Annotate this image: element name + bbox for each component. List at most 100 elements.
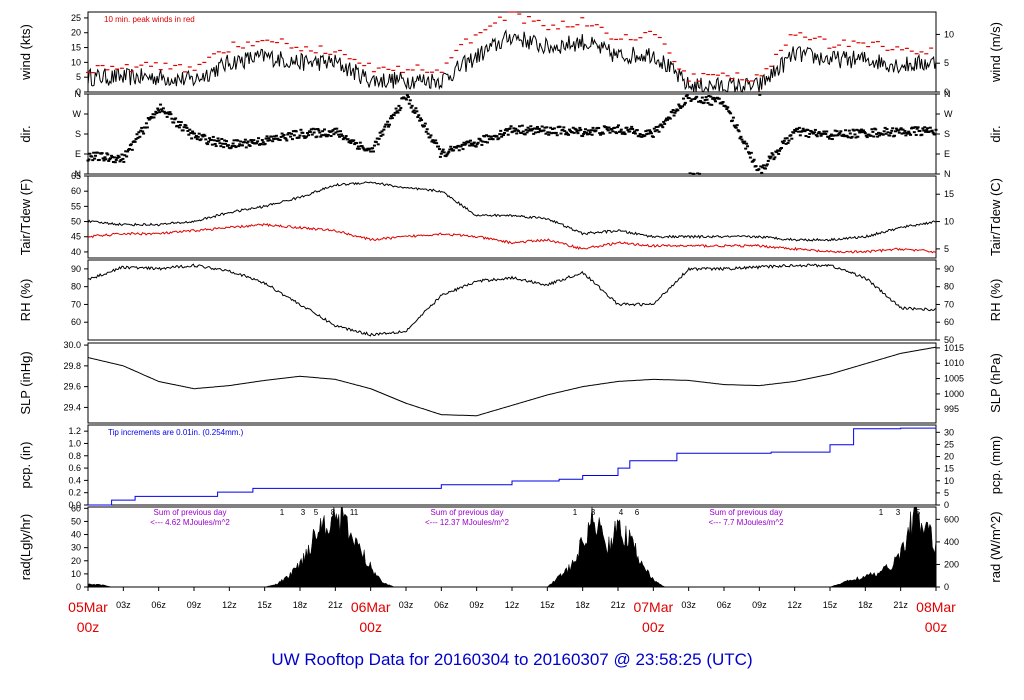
direction-point bbox=[837, 132, 841, 135]
direction-point bbox=[374, 141, 378, 144]
direction-point bbox=[830, 138, 834, 141]
left-tick-label: 0.8 bbox=[68, 451, 81, 461]
direction-point bbox=[326, 133, 330, 136]
direction-point bbox=[833, 129, 837, 132]
direction-point bbox=[371, 147, 375, 150]
direction-point bbox=[260, 139, 264, 142]
direction-point bbox=[117, 156, 121, 159]
hour-tick-label: 18z bbox=[575, 600, 590, 610]
direction-point bbox=[648, 129, 652, 132]
direction-point bbox=[884, 132, 888, 135]
direction-point bbox=[410, 104, 414, 107]
direction-point bbox=[888, 134, 892, 137]
direction-point bbox=[419, 117, 423, 120]
direction-point bbox=[167, 113, 171, 116]
direction-point bbox=[545, 126, 549, 129]
direction-point bbox=[747, 152, 751, 155]
hour-tick-label: 03z bbox=[681, 600, 696, 610]
left-tick-label: E bbox=[75, 149, 81, 159]
direction-point bbox=[565, 131, 569, 134]
direction-point bbox=[527, 129, 531, 132]
direction-point bbox=[670, 111, 674, 114]
direction-point bbox=[86, 159, 90, 162]
direction-point bbox=[726, 106, 730, 109]
panel-frame bbox=[87, 342, 937, 424]
direction-point bbox=[761, 166, 765, 169]
direction-point bbox=[599, 133, 603, 136]
direction-point bbox=[731, 116, 735, 119]
direction-point bbox=[310, 133, 314, 136]
direction-point bbox=[244, 146, 248, 149]
direction-point bbox=[246, 140, 250, 143]
direction-point bbox=[94, 154, 98, 157]
radiation-hour-label: 3 bbox=[896, 508, 901, 517]
radiation-hour-label: 11 bbox=[350, 508, 359, 517]
direction-point bbox=[144, 122, 148, 125]
direction-point bbox=[585, 133, 589, 136]
direction-point bbox=[305, 135, 309, 138]
direction-point bbox=[782, 139, 786, 142]
direction-point bbox=[813, 128, 817, 131]
direction-point bbox=[313, 128, 317, 131]
direction-point bbox=[735, 124, 739, 127]
direction-point bbox=[271, 140, 275, 143]
direction-point bbox=[223, 139, 227, 142]
direction-point bbox=[272, 137, 276, 140]
direction-point bbox=[552, 127, 556, 130]
direction-point bbox=[320, 134, 324, 137]
left-tick-label: 15 bbox=[71, 43, 81, 53]
radiation-hour-label: 1 bbox=[573, 508, 578, 517]
direction-point bbox=[93, 157, 97, 160]
direction-point bbox=[197, 132, 201, 135]
direction-point bbox=[812, 131, 816, 134]
direction-point bbox=[263, 142, 267, 145]
direction-point bbox=[109, 157, 113, 160]
direction-point bbox=[341, 138, 345, 141]
direction-point bbox=[886, 131, 890, 134]
direction-point bbox=[564, 133, 568, 136]
direction-point bbox=[864, 134, 868, 137]
direction-point bbox=[745, 142, 749, 145]
direction-point bbox=[576, 132, 580, 135]
radiation-summary-value: <--- 12.37 MJoules/m^2 bbox=[425, 518, 510, 527]
direction-point bbox=[918, 129, 922, 132]
direction-point bbox=[422, 124, 426, 127]
direction-point bbox=[787, 139, 791, 142]
direction-point bbox=[250, 140, 254, 143]
direction-point bbox=[914, 133, 918, 136]
date-label-day: 06Mar bbox=[351, 599, 391, 615]
direction-point bbox=[330, 130, 334, 133]
direction-point bbox=[156, 107, 160, 110]
direction-point bbox=[315, 135, 319, 138]
direction-point bbox=[489, 135, 493, 138]
direction-point bbox=[480, 143, 484, 146]
direction-point bbox=[644, 130, 648, 133]
direction-point bbox=[610, 128, 614, 131]
right-axis-label: wind (m/s) bbox=[988, 22, 1003, 83]
direction-point bbox=[629, 127, 633, 130]
direction-point bbox=[786, 141, 790, 144]
direction-point bbox=[708, 103, 712, 106]
direction-point bbox=[698, 172, 702, 175]
direction-point bbox=[741, 140, 745, 143]
direction-point bbox=[464, 142, 468, 145]
direction-point bbox=[893, 130, 897, 133]
direction-point bbox=[611, 130, 615, 133]
direction-point bbox=[863, 132, 867, 135]
direction-point bbox=[834, 134, 838, 137]
left-tick-label: 1.2 bbox=[68, 426, 81, 436]
left-tick-label: 90 bbox=[71, 264, 81, 274]
direction-point bbox=[178, 124, 182, 127]
direction-point bbox=[207, 140, 211, 143]
direction-point bbox=[297, 136, 301, 139]
direction-point bbox=[135, 133, 139, 136]
direction-point bbox=[554, 131, 558, 134]
direction-point bbox=[737, 130, 741, 133]
direction-point bbox=[190, 137, 194, 140]
direction-point bbox=[346, 138, 350, 141]
hour-tick-label: 18z bbox=[293, 600, 308, 610]
direction-point bbox=[903, 129, 907, 132]
direction-point bbox=[299, 128, 303, 131]
direction-point bbox=[234, 146, 238, 149]
left-tick-label: 50 bbox=[71, 217, 81, 227]
